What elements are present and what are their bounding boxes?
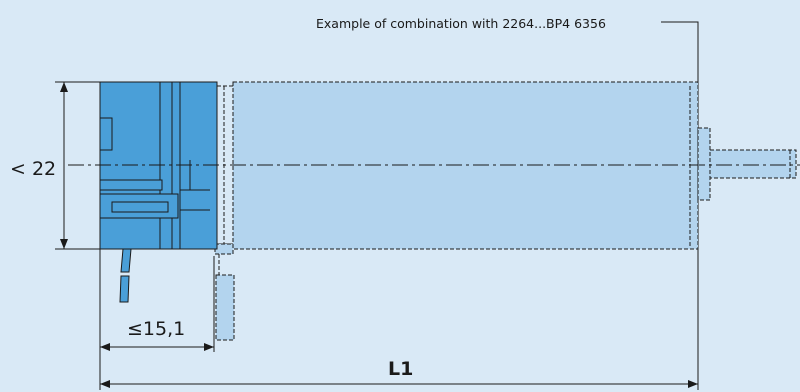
- motor-terminal: [214, 243, 235, 341]
- overall-length-label: L1: [388, 358, 414, 380]
- overall-length-dimension: [100, 262, 699, 390]
- encoder-length-dimension: [99, 249, 215, 390]
- encoder-length-label: ≤15,1: [127, 318, 186, 340]
- height-dimension: [55, 81, 100, 250]
- encoder-cable: [119, 248, 132, 303]
- motor-shaft: [697, 127, 797, 201]
- drawing-caption: Example of combination with 2264...BP4 6…: [316, 16, 606, 31]
- height-dimension-label: < 22: [10, 158, 57, 180]
